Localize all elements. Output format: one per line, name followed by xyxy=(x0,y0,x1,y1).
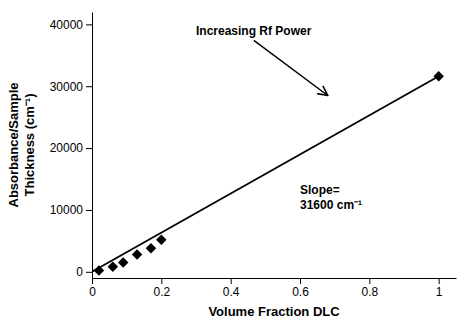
x-axis: 0 0.2 0.4 0.6 0.8 1 xyxy=(89,278,456,299)
y-tick: 10000 xyxy=(50,203,92,217)
x-tick-label: 0.2 xyxy=(153,285,170,299)
chart-container: 0 0.2 0.4 0.6 0.8 1 0 10000 20000 30000 40000 Volum… xyxy=(0,0,474,324)
x-axis-title: Volume Fraction DLC xyxy=(208,304,340,319)
data-point xyxy=(433,71,443,81)
x-tick-label: 0 xyxy=(89,285,96,299)
y-tick: 0 xyxy=(76,265,92,279)
fit-line xyxy=(92,76,439,271)
y-tick-label: 30000 xyxy=(50,80,84,94)
data-point xyxy=(156,234,166,244)
y-tick-label: 10000 xyxy=(50,203,84,217)
y-tick: 20000 xyxy=(50,141,92,155)
annotation: Increasing Rf Power xyxy=(196,24,312,38)
marks xyxy=(92,71,444,276)
y-axis-title-line: Thickness (cm⁻¹) xyxy=(22,94,37,197)
x-tick: 0.6 xyxy=(292,278,309,299)
data-point xyxy=(146,243,156,253)
y-tick-label: 0 xyxy=(76,265,83,279)
x-tick-label: 0.8 xyxy=(361,285,378,299)
axis-line xyxy=(93,278,457,279)
y-tick-mark xyxy=(86,24,92,25)
y-tick-mark xyxy=(86,272,92,273)
y-tick: 30000 xyxy=(50,80,92,94)
y-tick: 40000 xyxy=(50,18,92,32)
y-axis-title: Absorbance/SampleThickness (cm⁻¹) xyxy=(6,83,37,208)
chart: 0 0.2 0.4 0.6 0.8 1 0 10000 20000 30000 40000 Volum… xyxy=(0,0,474,324)
axis-line xyxy=(92,13,93,279)
x-tick-mark xyxy=(300,278,301,284)
x-tick: 0.2 xyxy=(153,278,170,299)
annotation-line: Slope= xyxy=(300,183,340,197)
plot: 0 0.2 0.4 0.6 0.8 1 0 10000 20000 30000 40000 Volum… xyxy=(6,13,457,320)
annotation-line: Increasing Rf Power xyxy=(196,24,312,38)
data-point xyxy=(94,265,104,275)
annotation-arrow xyxy=(254,40,328,95)
x-tick-label: 0.6 xyxy=(292,285,309,299)
x-tick: 1 xyxy=(436,278,443,299)
x-tick-label: 1 xyxy=(436,285,443,299)
data-point xyxy=(108,262,118,272)
x-tick-label: 0.4 xyxy=(223,285,240,299)
annotation-line: 31600 cm⁻¹ xyxy=(300,198,362,212)
x-tick-mark xyxy=(231,278,232,284)
x-tick: 0.4 xyxy=(223,278,240,299)
y-tick-mark xyxy=(86,86,92,87)
y-axis-title-line: Absorbance/Sample xyxy=(6,83,21,208)
x-tick-mark xyxy=(92,278,93,284)
x-tick-mark xyxy=(369,278,370,284)
y-tick-mark xyxy=(86,210,92,211)
data-point xyxy=(132,249,142,259)
x-tick: 0 xyxy=(89,278,96,299)
annotation: Slope=31600 cm⁻¹ xyxy=(300,183,362,211)
x-tick-mark xyxy=(161,278,162,284)
y-tick-mark xyxy=(86,148,92,149)
x-tick-mark xyxy=(439,278,440,284)
y-tick-label: 20000 xyxy=(50,141,84,155)
x-tick: 0.8 xyxy=(361,278,378,299)
y-axis: 0 10000 20000 30000 40000 xyxy=(50,13,93,280)
data-point xyxy=(118,257,128,267)
y-tick-label: 40000 xyxy=(50,18,84,32)
